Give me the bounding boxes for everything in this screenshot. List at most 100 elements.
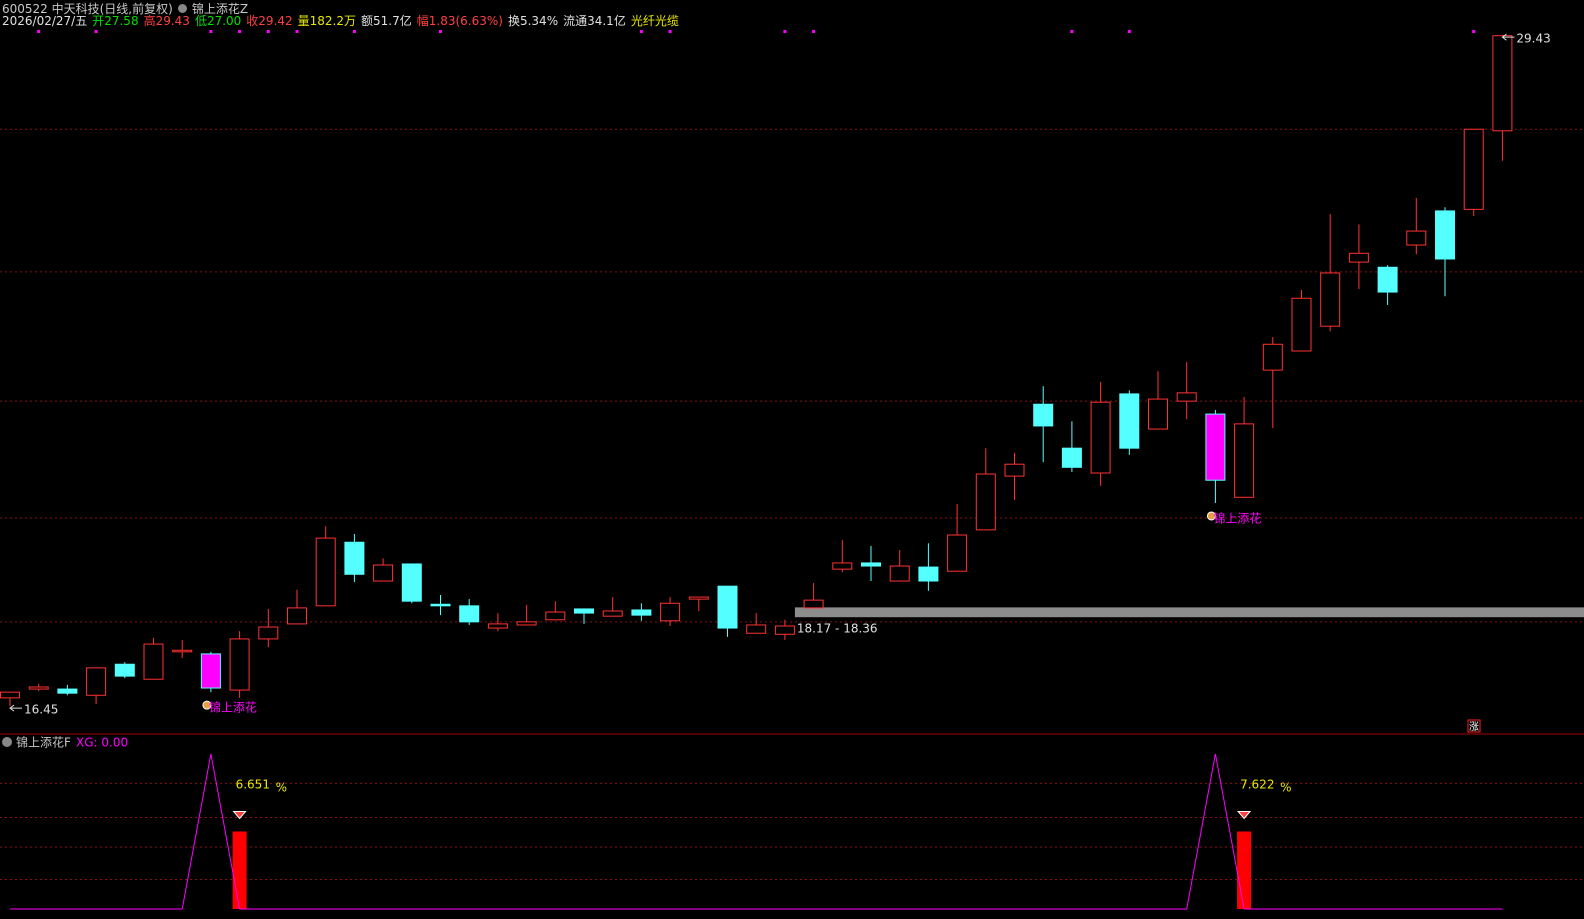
candle-body bbox=[803, 599, 824, 609]
candle-body bbox=[545, 611, 566, 621]
gain-label: 6.651 bbox=[236, 778, 270, 792]
corner-tag-box bbox=[1467, 719, 1481, 733]
candle-body bbox=[861, 562, 881, 567]
candle-body bbox=[1262, 343, 1283, 371]
candle-body bbox=[1148, 398, 1168, 430]
header-item: 2026/02/27/五 bbox=[2, 14, 88, 28]
top-marker bbox=[783, 30, 787, 33]
header-line: 2026/02/27/五 开27.58 高29.43 低27.00 收29.42 量182… bbox=[2, 12, 679, 29]
candle-body bbox=[1492, 35, 1513, 132]
top-marker bbox=[1472, 30, 1476, 33]
top-marker bbox=[352, 30, 356, 33]
top-marker bbox=[1127, 30, 1131, 33]
gain-label: 7.622 bbox=[1240, 778, 1274, 792]
header-item: 幅1.83(6.63%) bbox=[416, 14, 503, 28]
candle-body bbox=[1004, 463, 1025, 477]
top-marker bbox=[439, 30, 442, 33]
header-item: 光纤光缆 bbox=[630, 14, 679, 28]
candle-body bbox=[86, 667, 107, 696]
candle-body bbox=[114, 663, 135, 677]
top-marker bbox=[639, 30, 643, 33]
header-item: 开27.58 bbox=[92, 14, 139, 28]
top-marker bbox=[209, 30, 213, 33]
candle-body bbox=[1176, 392, 1197, 402]
candle-body bbox=[516, 621, 537, 626]
candle-body bbox=[832, 562, 853, 570]
top-marker bbox=[295, 30, 299, 33]
arrow bbox=[9, 704, 22, 712]
candle-body bbox=[918, 566, 939, 582]
candle-body bbox=[1377, 266, 1398, 293]
zone-label: 18.17 - 18.36 bbox=[797, 622, 878, 636]
candle-body bbox=[717, 585, 738, 629]
gain-unit: % bbox=[276, 781, 287, 795]
candle-body bbox=[1406, 230, 1427, 246]
top-marker bbox=[238, 30, 242, 33]
candle-body bbox=[631, 609, 652, 616]
candle-body bbox=[287, 607, 307, 625]
candle-body bbox=[1205, 413, 1226, 481]
top-marker bbox=[94, 30, 98, 33]
candle-body bbox=[1320, 272, 1341, 327]
indicator-title: 锦上添花F bbox=[16, 735, 71, 750]
candle-body bbox=[889, 565, 910, 582]
candle-body bbox=[1119, 393, 1140, 449]
candle-body bbox=[487, 623, 508, 629]
top-marker bbox=[1070, 30, 1074, 33]
gain-unit: % bbox=[1280, 781, 1291, 795]
candle-body bbox=[1291, 297, 1312, 352]
header-item: 量182.2万 bbox=[297, 14, 357, 28]
diamond-icon bbox=[1237, 810, 1252, 820]
indicator-value: XG: 0.00 bbox=[76, 736, 128, 750]
candle-body bbox=[28, 686, 49, 690]
candle-body bbox=[229, 638, 250, 691]
header-item: 600522 中天科技(日线,前复权) bbox=[2, 2, 173, 16]
header-item: 换5.34% bbox=[507, 14, 559, 28]
candle-body bbox=[1463, 128, 1484, 210]
signal-label: 锦上添花 bbox=[1213, 510, 1261, 525]
extreme-label: 29.43 bbox=[1516, 32, 1550, 46]
arrow bbox=[1501, 33, 1515, 41]
flower-icon bbox=[1206, 511, 1216, 521]
candle-body bbox=[1033, 403, 1054, 427]
header-item: 低27.00 bbox=[194, 14, 242, 28]
candle-body bbox=[373, 564, 394, 582]
top-marker bbox=[812, 30, 816, 33]
candle-body bbox=[1234, 423, 1255, 498]
candle-body bbox=[430, 603, 451, 607]
candle-body bbox=[746, 624, 767, 634]
signal-label: 锦上添花 bbox=[209, 700, 257, 715]
header-item: 收29.42 bbox=[246, 14, 293, 28]
candle-body bbox=[1090, 401, 1111, 474]
candle-body bbox=[947, 534, 968, 572]
candle-body bbox=[0, 691, 20, 699]
top-marker bbox=[266, 30, 270, 33]
flower-icon bbox=[202, 700, 212, 710]
candle-body bbox=[1435, 210, 1455, 260]
dropdown-icon[interactable] bbox=[177, 4, 187, 13]
candle-body bbox=[975, 473, 996, 531]
corner-tag: 涨 bbox=[1469, 721, 1479, 733]
candle-body bbox=[143, 643, 164, 680]
signal-bar bbox=[232, 831, 247, 909]
header-line: 600522 中天科技(日线,前复权) 锦上添花Z bbox=[2, 0, 248, 17]
header-item: 流通34.1亿 bbox=[563, 14, 626, 28]
candle-body bbox=[602, 610, 623, 617]
extreme-label: 16.45 bbox=[24, 703, 58, 717]
header-item: 高29.43 bbox=[143, 14, 190, 28]
candle-body bbox=[1061, 447, 1082, 468]
signal-line bbox=[10, 753, 1503, 910]
header-item: 额51.7亿 bbox=[361, 14, 412, 28]
candle-body bbox=[315, 537, 336, 607]
candle-body bbox=[57, 688, 78, 694]
candle-body bbox=[200, 653, 221, 689]
support-zone bbox=[794, 607, 1584, 618]
candle-body bbox=[660, 602, 681, 622]
candle-body bbox=[774, 625, 795, 635]
top-marker bbox=[37, 30, 41, 33]
candle-body bbox=[1348, 252, 1369, 263]
candle-body bbox=[459, 605, 480, 623]
candle-body bbox=[574, 608, 594, 614]
